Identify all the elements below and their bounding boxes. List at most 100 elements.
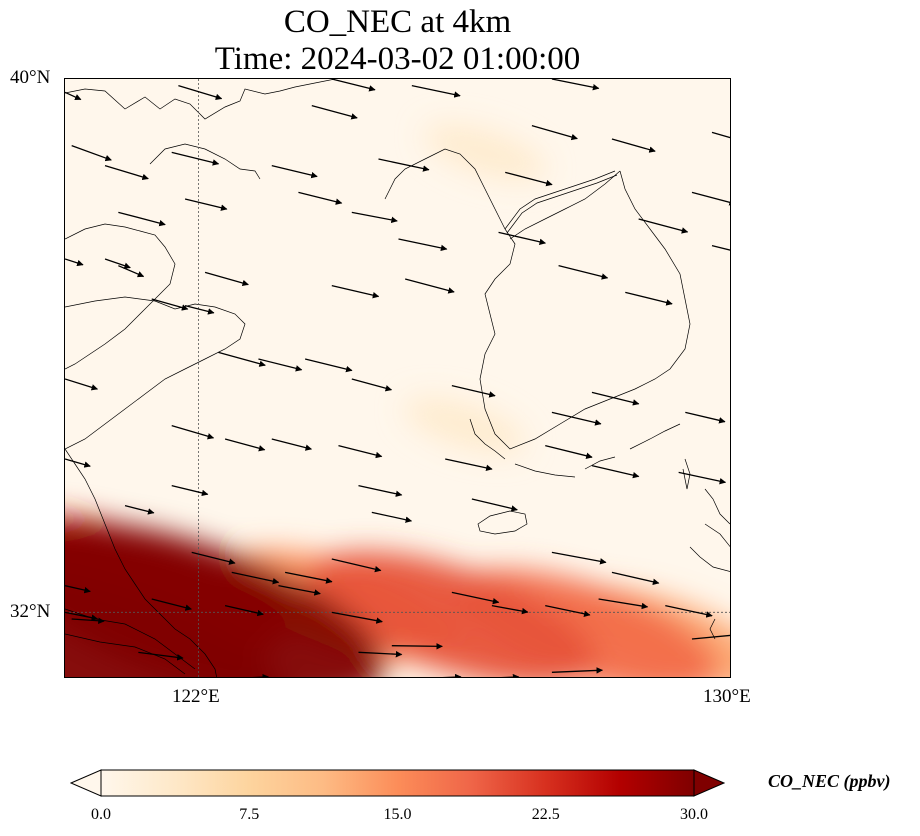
wind-arrow bbox=[298, 191, 343, 205]
wind-arrow bbox=[442, 673, 462, 677]
wind-arrow bbox=[65, 91, 82, 101]
wind-arrow bbox=[252, 673, 269, 677]
wind-arrow bbox=[304, 358, 353, 373]
colorbar-tick-label: 22.5 bbox=[531, 806, 560, 823]
wind-arrow bbox=[351, 378, 393, 392]
wind-arrow bbox=[451, 591, 500, 605]
wind-arrow bbox=[271, 165, 318, 179]
wind-arrow bbox=[591, 465, 640, 479]
coastlines bbox=[65, 79, 730, 677]
wind-arrow bbox=[531, 125, 578, 141]
wind-arrow bbox=[278, 585, 321, 596]
wind-arrow bbox=[665, 605, 713, 618]
wind-arrow bbox=[411, 85, 461, 98]
wind-arrow bbox=[678, 471, 727, 485]
wind-arrow bbox=[258, 358, 303, 372]
wind-arrow bbox=[65, 611, 99, 621]
korea-peninsula bbox=[384, 148, 691, 450]
wind-arrow bbox=[545, 445, 593, 459]
wind-arrow bbox=[685, 411, 726, 424]
wind-arrow bbox=[65, 458, 91, 468]
wind-arrow bbox=[691, 191, 730, 206]
wind-arrow bbox=[284, 571, 333, 584]
wind-arrow bbox=[171, 425, 215, 440]
wind-arrow bbox=[598, 598, 649, 610]
concentration-hotspot bbox=[404, 397, 526, 455]
wind-arrow bbox=[184, 305, 215, 315]
wind-arrow bbox=[358, 650, 403, 658]
wind-arrow bbox=[625, 291, 673, 306]
colorbar-max-extend bbox=[693, 769, 725, 797]
wind-arrow bbox=[498, 231, 546, 245]
wind-arrow bbox=[331, 558, 382, 573]
wind-arrow bbox=[118, 211, 166, 227]
wind-arrow bbox=[711, 131, 730, 139]
wind-arrow bbox=[65, 378, 99, 391]
korea-islands bbox=[469, 418, 681, 478]
wind-arrow bbox=[124, 505, 155, 515]
colorbar-label: CO_NEC (ppbv) bbox=[768, 771, 891, 791]
wind-arrow bbox=[591, 391, 640, 406]
wind-arrow bbox=[151, 298, 189, 311]
wind-arrow bbox=[65, 258, 84, 267]
japan-coast bbox=[682, 458, 730, 640]
concentration-hotspot bbox=[424, 123, 546, 181]
wind-arrow bbox=[551, 79, 600, 91]
wind-arrow bbox=[691, 634, 730, 640]
lon-label-122e: 122°E bbox=[172, 686, 220, 707]
wind-arrow bbox=[491, 605, 529, 615]
wind-arrow bbox=[398, 238, 448, 252]
concentration-hotspot bbox=[307, 551, 596, 677]
wind-arrow bbox=[551, 411, 602, 426]
wind-arrow bbox=[611, 138, 656, 153]
wind-arrow bbox=[138, 651, 184, 661]
wind-arrow bbox=[371, 511, 413, 523]
wind-arrow bbox=[271, 438, 312, 451]
colorbar-tick-label: 30.0 bbox=[680, 806, 708, 823]
wind-arrow bbox=[551, 667, 603, 674]
colorbar-tick-label: 0.0 bbox=[91, 806, 111, 823]
wind-arrow bbox=[445, 458, 493, 472]
colorbar-gradient bbox=[100, 769, 695, 797]
colorbar-min-extend bbox=[70, 769, 102, 797]
map-canvas bbox=[65, 79, 730, 677]
wind-arrow bbox=[151, 598, 192, 611]
wind-arrow bbox=[104, 258, 131, 269]
concentration-hotspot bbox=[65, 521, 385, 677]
wind-arrow bbox=[204, 271, 249, 287]
wind-arrow bbox=[104, 165, 149, 181]
wind-arrow bbox=[378, 158, 430, 172]
wind-arrow bbox=[391, 643, 443, 650]
wind-arrow bbox=[65, 585, 91, 594]
wind-arrow bbox=[611, 571, 660, 585]
colorbar-tick-label: 7.5 bbox=[239, 806, 260, 823]
wind-vectors bbox=[65, 79, 730, 677]
map-panel bbox=[64, 78, 731, 678]
map-title-line-2: Time: 2024-03-02 01:00:00 bbox=[214, 41, 581, 77]
lat-label-32n: 32°N bbox=[10, 601, 51, 622]
wind-arrow bbox=[358, 485, 403, 497]
gridlines bbox=[65, 79, 730, 677]
wind-arrow bbox=[638, 218, 689, 234]
wind-arrow bbox=[224, 605, 264, 617]
wind-arrow bbox=[311, 105, 358, 120]
wind-arrow bbox=[331, 611, 383, 624]
wind-arrow bbox=[351, 211, 398, 224]
wind-arrow bbox=[171, 151, 220, 166]
wind-arrow bbox=[171, 485, 209, 497]
jeju-island bbox=[477, 510, 528, 535]
map-title-line-1: CO_NEC at 4km bbox=[283, 4, 512, 40]
wind-arrow bbox=[501, 673, 520, 677]
wind-arrow bbox=[558, 265, 609, 280]
colorbar bbox=[70, 769, 725, 797]
tumen-boundary bbox=[504, 170, 618, 234]
wind-arrow bbox=[451, 385, 496, 398]
lat-label-40n: 40°N bbox=[10, 67, 51, 88]
wind-arrow bbox=[405, 278, 455, 294]
wind-arrow bbox=[224, 438, 266, 452]
wind-arrow bbox=[331, 285, 380, 299]
wind-arrow bbox=[231, 571, 280, 585]
wind-arrow bbox=[338, 445, 383, 459]
wind-arrow bbox=[71, 617, 105, 625]
wind-arrow bbox=[71, 145, 112, 162]
